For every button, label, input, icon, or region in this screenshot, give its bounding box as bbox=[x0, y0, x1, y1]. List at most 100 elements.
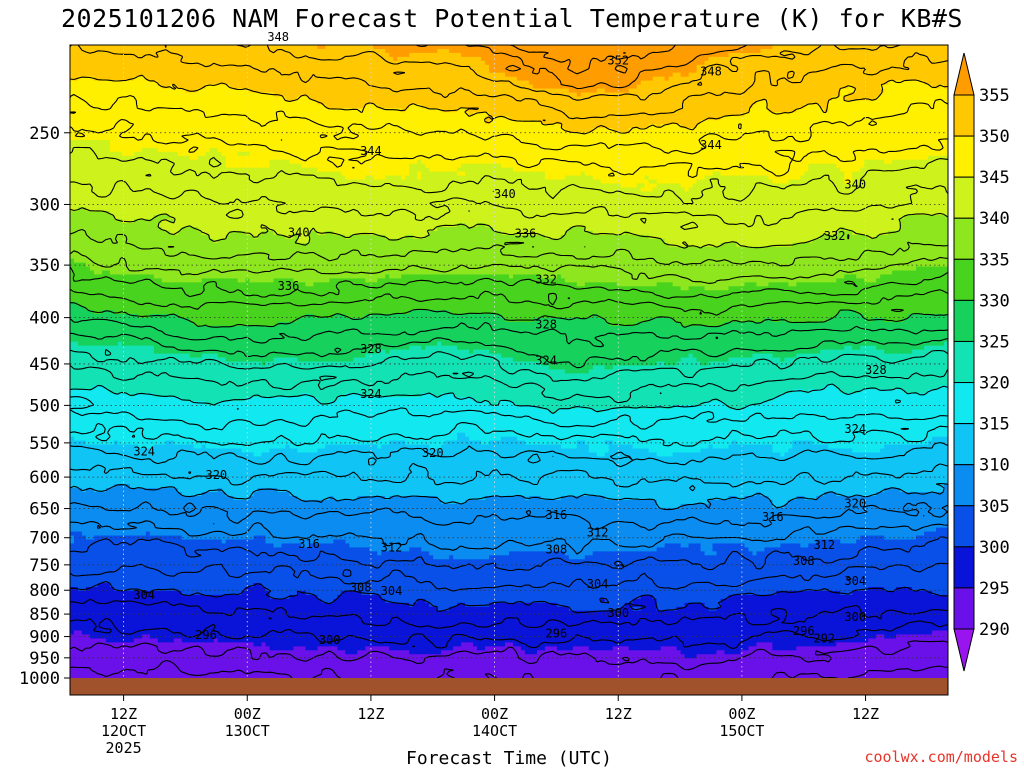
fill-cell bbox=[105, 116, 111, 121]
fill-cell bbox=[812, 45, 817, 50]
fill-cell bbox=[564, 112, 570, 117]
fill-cell bbox=[748, 116, 754, 121]
fill-cell bbox=[149, 88, 155, 94]
fill-cell bbox=[245, 104, 251, 109]
fill-cell bbox=[493, 108, 498, 113]
fill-cell bbox=[940, 128, 945, 133]
fill-cell bbox=[936, 92, 941, 98]
fill-cell bbox=[564, 116, 570, 121]
fill-cell bbox=[109, 48, 115, 54]
fill-cell bbox=[273, 120, 279, 125]
fill-cell bbox=[704, 72, 710, 78]
fill-cell bbox=[489, 60, 494, 66]
fill-cell bbox=[213, 48, 219, 54]
fill-cell bbox=[137, 80, 143, 86]
fill-cell bbox=[429, 132, 434, 137]
fill-cell bbox=[944, 52, 948, 58]
fill-cell bbox=[860, 108, 865, 113]
fill-cell bbox=[660, 68, 666, 74]
fill-cell bbox=[828, 76, 833, 82]
fill-cell bbox=[173, 112, 179, 117]
fill-cell bbox=[752, 124, 758, 129]
fill-cell bbox=[588, 92, 594, 98]
fill-cell bbox=[233, 128, 239, 133]
fill-cell bbox=[544, 120, 550, 125]
fill-cell bbox=[512, 80, 518, 86]
fill-cell bbox=[524, 132, 530, 137]
fill-cell bbox=[820, 100, 825, 105]
fill-cell bbox=[944, 120, 948, 125]
fill-cell bbox=[932, 120, 937, 125]
fill-cell bbox=[896, 76, 901, 82]
fill-cell bbox=[852, 128, 857, 133]
fill-cell bbox=[828, 72, 833, 78]
fill-cell bbox=[353, 45, 358, 50]
fill-cell bbox=[325, 48, 331, 54]
fill-cell bbox=[389, 120, 394, 125]
fill-cell bbox=[580, 76, 586, 82]
fill-cell bbox=[740, 56, 746, 62]
fill-cell bbox=[580, 112, 586, 117]
fill-cell bbox=[401, 80, 406, 86]
fill-cell bbox=[808, 112, 813, 117]
fill-cell bbox=[81, 52, 87, 58]
fill-cell bbox=[109, 68, 115, 74]
fill-cell bbox=[509, 92, 514, 98]
fill-cell bbox=[680, 84, 686, 90]
fill-cell bbox=[692, 116, 698, 121]
fill-cell bbox=[528, 124, 534, 129]
fill-cell bbox=[736, 92, 742, 98]
fill-cell bbox=[860, 60, 865, 66]
fill-cell bbox=[596, 96, 602, 101]
fill-cell bbox=[748, 76, 754, 82]
fill-cell bbox=[784, 96, 789, 101]
fill-cell bbox=[261, 108, 267, 113]
fill-cell bbox=[588, 112, 594, 117]
fill-cell bbox=[385, 52, 390, 58]
fill-cell bbox=[692, 68, 698, 74]
fill-cell bbox=[109, 84, 115, 90]
fill-cell bbox=[161, 116, 167, 121]
fill-cell bbox=[349, 80, 354, 86]
fill-cell bbox=[301, 108, 307, 113]
fill-cell bbox=[512, 56, 518, 62]
fill-cell bbox=[616, 80, 622, 86]
fill-cell bbox=[357, 68, 362, 74]
fill-cell bbox=[221, 48, 227, 54]
fill-cell bbox=[584, 92, 590, 98]
fill-cell bbox=[197, 60, 203, 66]
fill-cell bbox=[852, 92, 857, 98]
fill-cell bbox=[241, 72, 247, 78]
fill-cell bbox=[532, 48, 538, 54]
fill-cell bbox=[421, 52, 426, 58]
fill-cell bbox=[744, 68, 750, 74]
fill-cell bbox=[524, 68, 530, 74]
fill-cell bbox=[473, 84, 478, 90]
fill-cell bbox=[656, 88, 662, 94]
fill-cell bbox=[237, 68, 243, 74]
fill-cell bbox=[393, 52, 398, 58]
fill-cell bbox=[772, 84, 777, 90]
fill-cell bbox=[509, 64, 514, 70]
fill-cell bbox=[812, 124, 817, 129]
fill-cell bbox=[576, 92, 582, 98]
fill-cell bbox=[477, 88, 482, 94]
fill-cell bbox=[241, 116, 247, 121]
fill-cell bbox=[904, 80, 909, 86]
fill-cell bbox=[544, 48, 550, 54]
fill-cell bbox=[205, 120, 211, 125]
fill-cell bbox=[768, 92, 773, 98]
fill-cell bbox=[768, 84, 773, 90]
fill-cell bbox=[884, 116, 889, 121]
fill-cell bbox=[824, 128, 829, 133]
fill-cell bbox=[840, 108, 845, 113]
fill-cell bbox=[85, 120, 91, 125]
fill-cell bbox=[145, 64, 151, 70]
fill-cell bbox=[920, 96, 925, 101]
fill-cell bbox=[353, 64, 358, 70]
fill-cell bbox=[812, 88, 817, 94]
fill-cell bbox=[313, 76, 319, 82]
fill-cell bbox=[81, 56, 87, 62]
fill-cell bbox=[413, 64, 418, 70]
fill-cell bbox=[485, 112, 490, 117]
